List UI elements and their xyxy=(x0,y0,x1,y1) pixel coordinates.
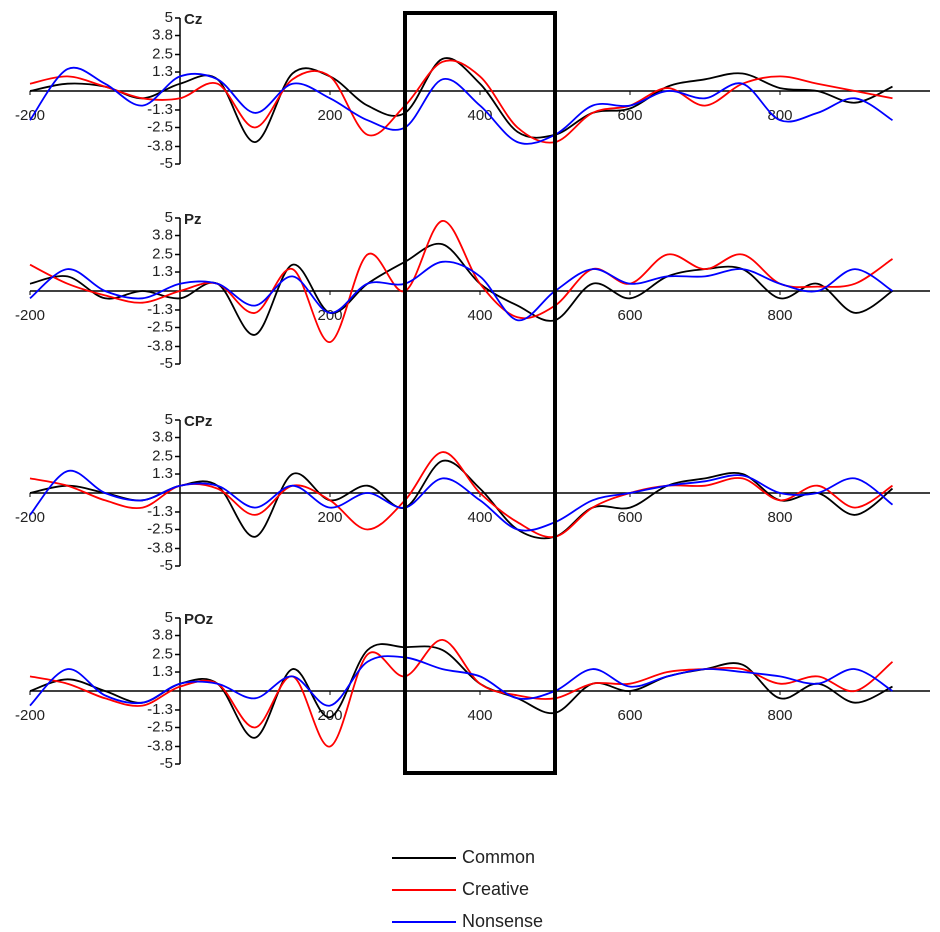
x-tick-label: -200 xyxy=(15,509,45,526)
y-tick-label: -5 xyxy=(160,355,173,372)
y-tick-label: -2.5 xyxy=(147,318,173,335)
y-tick-label: 1.3 xyxy=(152,465,173,482)
y-tick-label: -3.8 xyxy=(147,137,173,154)
erp-line xyxy=(29,66,893,145)
x-tick-label: -200 xyxy=(15,107,45,124)
y-tick-label: 5 xyxy=(165,411,173,428)
erp-line xyxy=(29,57,893,144)
y-tick-label: -1.3 xyxy=(147,701,173,718)
erp-line xyxy=(29,469,894,532)
x-tick-label: 600 xyxy=(617,307,642,324)
y-tick-label: 2.5 xyxy=(152,447,173,464)
y-tick-label: 3.8 xyxy=(152,26,173,43)
x-tick-label: 800 xyxy=(767,107,792,124)
y-tick-label: 5 xyxy=(165,209,173,226)
y-tick-label: -2.5 xyxy=(147,118,173,135)
x-tick-label: -200 xyxy=(15,307,45,324)
legend-label: Common xyxy=(462,847,535,867)
x-tick-label: 200 xyxy=(317,509,342,526)
y-tick-label: 1.3 xyxy=(152,663,173,680)
y-tick-label: -5 xyxy=(160,557,173,574)
y-tick-label: 2.5 xyxy=(152,645,173,662)
y-tick-label: 2.5 xyxy=(152,245,173,262)
x-tick-label: 800 xyxy=(767,307,792,324)
y-tick-label: -2.5 xyxy=(147,718,173,735)
x-tick-label: 200 xyxy=(317,107,342,124)
highlight-window xyxy=(403,11,557,775)
erp-line xyxy=(29,655,893,707)
x-tick-label: 600 xyxy=(617,107,642,124)
y-tick-label: -3.8 xyxy=(147,337,173,354)
y-tick-label: -2.5 xyxy=(147,520,173,537)
y-tick-label: -3.8 xyxy=(147,539,173,556)
y-tick-label: -5 xyxy=(160,755,173,772)
x-tick-label: -200 xyxy=(15,707,45,724)
y-tick-label: -1.3 xyxy=(147,301,173,318)
y-tick-label: -1.3 xyxy=(147,503,173,520)
y-tick-label: 3.8 xyxy=(152,428,173,445)
x-tick-label: 400 xyxy=(467,307,492,324)
x-tick-label: 800 xyxy=(767,509,792,526)
panel-label: Pz xyxy=(184,211,202,228)
y-tick-label: 5 xyxy=(165,9,173,26)
y-tick-label: 1.3 xyxy=(152,63,173,80)
legend-label: Creative xyxy=(462,879,529,899)
x-tick-label: 800 xyxy=(767,707,792,724)
y-tick-label: 5 xyxy=(165,609,173,626)
erp-line xyxy=(29,220,894,343)
y-tick-label: -5 xyxy=(160,155,173,172)
erp-line xyxy=(29,260,893,322)
panel-label: CPz xyxy=(184,413,212,430)
x-tick-label: 600 xyxy=(617,707,642,724)
x-tick-label: 600 xyxy=(617,509,642,526)
y-tick-label: 3.8 xyxy=(152,226,173,243)
panel-label: Cz xyxy=(184,11,202,28)
legend-label: Nonsense xyxy=(462,911,543,931)
y-tick-label: 1.3 xyxy=(152,263,173,280)
x-tick-label: 400 xyxy=(467,509,492,526)
y-tick-label: -3.8 xyxy=(147,737,173,754)
y-tick-label: 3.8 xyxy=(152,626,173,643)
x-tick-label: 400 xyxy=(467,707,492,724)
y-tick-label: 2.5 xyxy=(152,45,173,62)
y-tick-label: -1.3 xyxy=(147,101,173,118)
erp-line xyxy=(29,639,894,748)
panel-label: POz xyxy=(184,611,213,628)
